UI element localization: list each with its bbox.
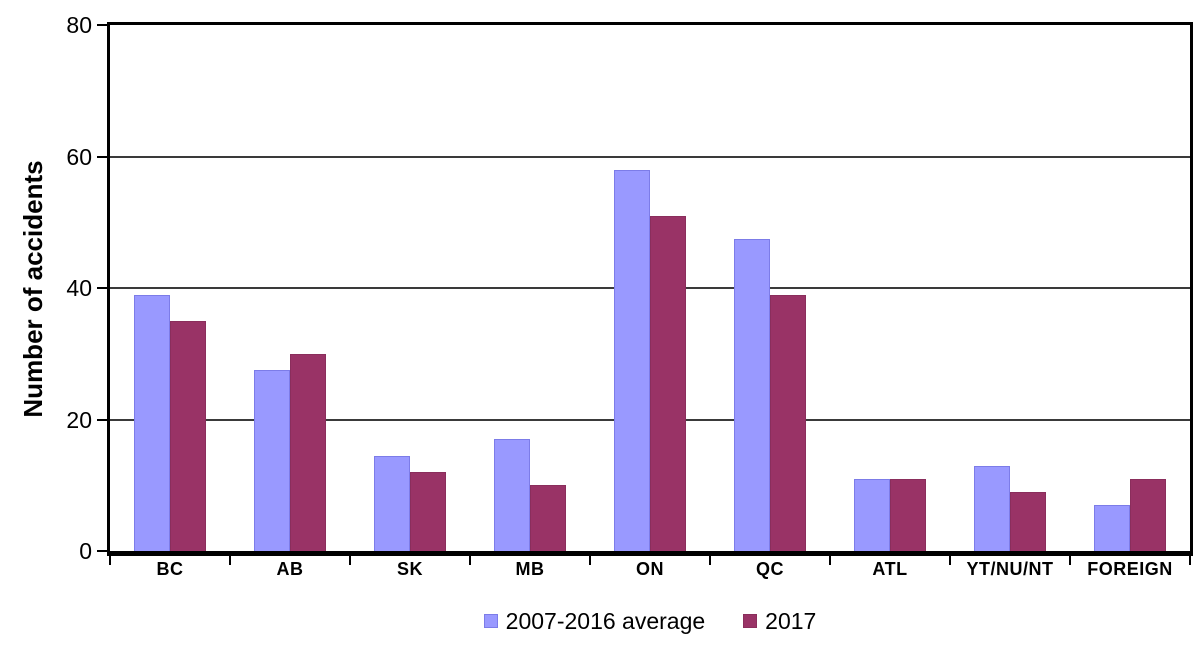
legend-label-2017: 2017 bbox=[765, 607, 817, 634]
bar-2017-foreign bbox=[1130, 478, 1166, 551]
x-category-label-bc: BC bbox=[156, 559, 184, 579]
x-category-label-on: ON bbox=[636, 559, 664, 579]
bar-2007-2016-average-bc bbox=[134, 294, 170, 551]
legend: 2007-2016 average 2017 bbox=[100, 606, 1200, 636]
y-tick-60 bbox=[97, 155, 107, 158]
x-tick-1 bbox=[229, 556, 231, 565]
bar-2007-2016-average-yt-nu-nt bbox=[974, 465, 1010, 551]
x-category-label-qc: QC bbox=[756, 559, 784, 579]
legend-item-2017: 2017 bbox=[743, 608, 816, 635]
legend-label-2007-2016-average: 2007-2016 average bbox=[505, 607, 706, 634]
y-tick-label-60: 60 bbox=[66, 143, 92, 170]
legend-swatch-2017 bbox=[743, 614, 758, 628]
plot-area bbox=[107, 22, 1193, 556]
bar-2017-yt-nu-nt bbox=[1010, 491, 1046, 551]
bar-2007-2016-average-ab bbox=[254, 370, 290, 551]
x-category-label-ab: AB bbox=[276, 559, 304, 579]
x-tick-3 bbox=[469, 556, 471, 565]
bar-2017-on bbox=[650, 215, 686, 551]
bar-2017-atl bbox=[890, 478, 926, 551]
legend-swatch-2007-2016-average bbox=[483, 614, 498, 628]
bar-2017-ab bbox=[290, 353, 326, 551]
bar-2007-2016-average-sk bbox=[374, 455, 410, 551]
y-tick-0 bbox=[97, 550, 107, 552]
x-category-label-yt-nu-nt: YT/NU/NT bbox=[966, 559, 1054, 579]
bar-2007-2016-average-on bbox=[614, 169, 650, 551]
x-tick-4 bbox=[589, 556, 591, 565]
gridline-60 bbox=[110, 155, 1190, 158]
y-tick-20 bbox=[97, 418, 107, 421]
bar-2017-qc bbox=[770, 294, 806, 551]
x-tick-7 bbox=[949, 556, 951, 565]
y-tick-label-0: 0 bbox=[79, 538, 92, 564]
y-tick-label-20: 20 bbox=[66, 406, 92, 433]
y-tick-label-80: 80 bbox=[66, 12, 92, 38]
x-tick-6 bbox=[829, 556, 831, 565]
x-category-label-atl: ATL bbox=[872, 559, 908, 579]
x-tick-0 bbox=[109, 556, 111, 565]
legend-item-2007-2016-average: 2007-2016 average bbox=[483, 607, 706, 635]
x-category-label-sk: SK bbox=[396, 559, 423, 579]
bar-2007-2016-average-qc bbox=[734, 238, 770, 551]
y-tick-label-40: 40 bbox=[66, 275, 92, 301]
bar-2007-2016-average-atl bbox=[854, 478, 890, 551]
x-tick-8 bbox=[1069, 556, 1071, 565]
x-category-label-foreign: FOREIGN bbox=[1087, 559, 1173, 579]
x-tick-9 bbox=[1189, 556, 1191, 565]
x-category-label-mb: MB bbox=[515, 559, 545, 579]
bar-2017-mb bbox=[530, 485, 566, 551]
y-tick-40 bbox=[97, 287, 107, 289]
bar-2007-2016-average-mb bbox=[494, 439, 530, 551]
bar-2007-2016-average-foreign bbox=[1094, 504, 1130, 551]
y-tick-80 bbox=[97, 24, 107, 26]
bar-2017-bc bbox=[170, 320, 206, 551]
x-tick-5 bbox=[709, 556, 711, 565]
x-tick-2 bbox=[349, 556, 351, 565]
bar-2017-sk bbox=[410, 472, 446, 551]
